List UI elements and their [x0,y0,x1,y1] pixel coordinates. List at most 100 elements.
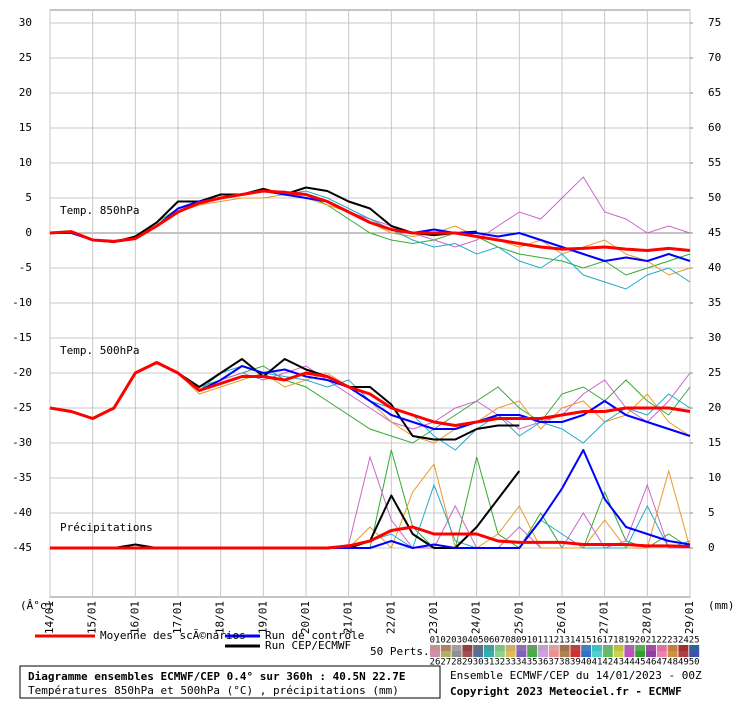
member-swatch [505,645,516,651]
member-label: 20 [635,636,646,646]
member-label: 16 [592,636,603,646]
member-label: 43 [613,658,624,668]
y-tick-label: 25 [19,51,32,64]
member-swatch [527,645,538,651]
x-tick-label: 29/01 [683,601,696,634]
y-tick-label: 30 [19,16,32,29]
member-swatch [667,645,678,651]
y-axis-label: (Â°c) [20,599,53,612]
x-tick-label: 19/01 [256,601,269,634]
member-swatch [473,645,484,651]
member-swatch [624,651,635,657]
x-tick-label: 26/01 [555,601,568,634]
member-label: 01 [430,636,441,646]
member-label: 15 [581,636,592,646]
y2-tick-label: 75 [708,16,721,29]
y-tick-label: -35 [12,471,32,484]
member-label: 38 [559,658,570,668]
member-swatch [570,645,581,651]
y-tick-label: 0 [25,226,32,239]
member-label: 32 [494,658,505,668]
member-swatch [646,645,656,651]
member-label: 25 [689,636,700,646]
member-swatch [678,645,689,651]
annotation: Temp. 850hPa [60,204,139,217]
chart-title: Diagramme ensembles ECMWF/CEP 0.4° sur 3… [28,670,406,683]
y2-tick-label: 30 [708,331,721,344]
legend-label: Moyenne des scÃ©narios [100,629,246,642]
y-tick-label: -20 [12,366,32,379]
member-label: 30 [473,658,484,668]
member-swatch [527,651,538,657]
title-box [19,665,441,699]
legend-label: Run de contrôle [265,629,364,642]
member-swatch [689,651,700,657]
member-swatch [613,645,624,651]
member-label: 50 [689,658,700,668]
member-label: 07 [494,636,505,646]
x-tick-label: 21/01 [342,601,355,634]
member-swatch [678,651,689,657]
annotation: Précipitations [60,521,153,534]
y-tick-label: -5 [19,261,32,274]
member-swatch [440,651,451,657]
member-swatch [570,651,581,657]
y-tick-label: 15 [19,121,32,134]
member-label: 24 [678,636,689,646]
run-info: Ensemble ECMWF/CEP du 14/01/2023 - 00Z [450,669,702,682]
member-label: 21 [646,636,657,646]
member-label: 12 [548,636,559,646]
member-label: 10 [527,636,538,646]
y2-axis-label: (mm) [708,599,735,612]
member-swatch [635,645,646,651]
member-swatch [646,651,656,657]
member-label: 19 [624,636,635,646]
y2-tick-label: 25 [708,366,721,379]
series-line [50,525,691,550]
member-label: 37 [548,658,559,668]
member-swatch [656,651,667,657]
member-swatch [430,651,440,657]
member-label: 03 [451,636,462,646]
member-label: 28 [451,658,462,668]
member-label: 39 [570,658,581,668]
x-tick-label: 15/01 [86,601,99,634]
y2-tick-label: 5 [708,506,715,519]
x-tick-label: 28/01 [640,601,653,634]
member-label: 33 [505,658,516,668]
member-label: 13 [559,636,570,646]
member-label: 26 [430,658,441,668]
member-swatch [624,645,635,651]
member-swatch [538,645,548,651]
member-swatch [462,651,473,657]
member-swatch [538,651,548,657]
member-label: 22 [656,636,667,646]
y2-tick-label: 45 [708,226,721,239]
member-swatch [559,645,570,651]
member-swatch [656,645,667,651]
member-label: 18 [613,636,624,646]
member-label: 42 [602,658,613,668]
member-swatch [473,651,484,657]
member-swatch [516,651,527,657]
member-swatch [613,651,624,657]
member-label: 47 [656,658,667,668]
member-label: 48 [667,658,678,668]
member-swatch [494,651,505,657]
x-tick-label: 20/01 [299,601,312,634]
member-swatch [484,651,494,657]
y2-tick-label: 10 [708,471,721,484]
legend-label: Run CEP/ECMWF [265,639,351,652]
member-swatch [689,645,700,651]
y-tick-label: -40 [12,506,32,519]
member-swatch [548,651,559,657]
member-label: 23 [667,636,678,646]
y2-tick-label: 40 [708,261,721,274]
member-swatch [451,651,462,657]
axes: 302520151050-5-10-15-20-25-30-35-40-4575… [12,16,721,634]
member-label: 36 [538,658,549,668]
member-label: 02 [440,636,451,646]
member-label: 06 [484,636,495,646]
